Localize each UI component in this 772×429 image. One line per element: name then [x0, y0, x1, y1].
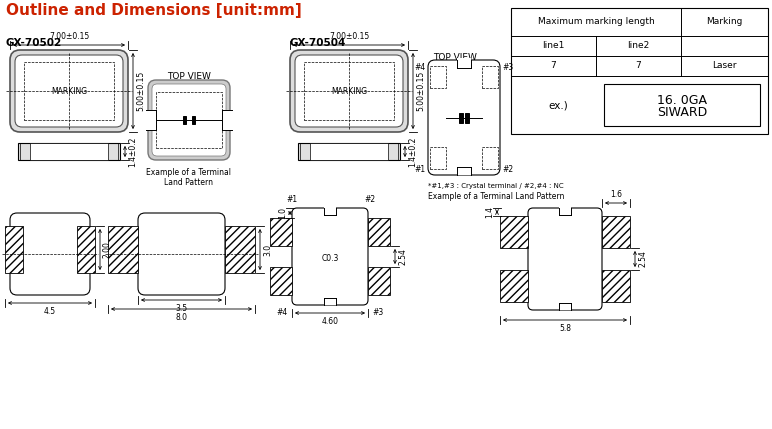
Bar: [222, 110, 232, 130]
FancyBboxPatch shape: [152, 84, 226, 156]
Text: GX-70504: GX-70504: [290, 38, 347, 48]
Text: 7.00±0.15: 7.00±0.15: [329, 32, 369, 41]
Text: Example of a Terminal
Land Pattern: Example of a Terminal Land Pattern: [147, 168, 232, 187]
Text: Maximum marking length: Maximum marking length: [537, 18, 655, 27]
Bar: [482, 66, 498, 88]
FancyBboxPatch shape: [428, 60, 500, 175]
Text: TOP VIEW: TOP VIEW: [167, 72, 211, 81]
Text: 4.5: 4.5: [44, 307, 56, 316]
FancyBboxPatch shape: [290, 50, 408, 132]
Bar: [459, 112, 463, 123]
Text: #3: #3: [372, 308, 384, 317]
Text: GX-70502: GX-70502: [6, 38, 63, 48]
Bar: [298, 143, 400, 160]
Bar: [183, 116, 186, 124]
Text: MARKING: MARKING: [51, 87, 87, 96]
Text: 2.54: 2.54: [638, 251, 647, 267]
Bar: [30, 143, 108, 160]
FancyBboxPatch shape: [10, 50, 128, 132]
Bar: [18, 143, 120, 160]
Text: 5.00±0.15: 5.00±0.15: [136, 71, 145, 111]
Text: Outline and Dimensions [unit:mm]: Outline and Dimensions [unit:mm]: [6, 3, 302, 18]
Text: Marking: Marking: [706, 18, 743, 27]
Text: 5.8: 5.8: [559, 324, 571, 333]
Text: TOP VIEW: TOP VIEW: [433, 53, 477, 62]
Text: #2: #2: [502, 166, 513, 175]
FancyBboxPatch shape: [148, 80, 230, 160]
Bar: [24, 62, 114, 120]
Bar: [500, 270, 528, 302]
Text: 3.0: 3.0: [263, 243, 272, 256]
Text: #1: #1: [415, 166, 426, 175]
Bar: [500, 216, 528, 248]
Bar: [602, 216, 630, 248]
Bar: [559, 207, 571, 215]
Text: 1.4±0.2: 1.4±0.2: [128, 136, 137, 167]
Text: SIWARD: SIWARD: [657, 106, 707, 120]
Text: #1: #1: [286, 195, 297, 204]
Bar: [5, 226, 23, 273]
Bar: [482, 147, 498, 169]
Text: MARKING: MARKING: [331, 87, 367, 96]
Text: C0.3: C0.3: [321, 254, 339, 263]
FancyBboxPatch shape: [292, 208, 368, 305]
Text: 1.0: 1.0: [278, 207, 287, 219]
Text: 2.00: 2.00: [103, 241, 112, 258]
Text: 1.4±0.2: 1.4±0.2: [408, 136, 417, 167]
FancyBboxPatch shape: [138, 213, 225, 295]
Bar: [146, 110, 156, 130]
Text: #4: #4: [276, 308, 288, 317]
Bar: [430, 66, 446, 88]
Text: ex.): ex.): [549, 100, 568, 110]
Text: 7.00±0.15: 7.00±0.15: [49, 32, 89, 41]
FancyBboxPatch shape: [15, 55, 123, 127]
Bar: [368, 218, 390, 246]
Bar: [270, 267, 292, 295]
Bar: [192, 116, 195, 124]
Bar: [324, 207, 336, 215]
Text: line2: line2: [628, 42, 649, 51]
Text: #2: #2: [364, 195, 375, 204]
Bar: [156, 92, 222, 148]
Text: 7: 7: [635, 61, 642, 70]
Bar: [457, 58, 471, 68]
Bar: [604, 84, 760, 126]
Bar: [77, 226, 95, 273]
Text: 5.00±0.15: 5.00±0.15: [416, 71, 425, 111]
Text: 2.54: 2.54: [398, 248, 407, 265]
FancyBboxPatch shape: [10, 213, 90, 295]
Bar: [225, 226, 255, 273]
Text: #4: #4: [415, 63, 426, 73]
Bar: [457, 165, 471, 175]
FancyBboxPatch shape: [528, 208, 602, 310]
Text: 4.60: 4.60: [321, 317, 338, 326]
Bar: [368, 267, 390, 295]
Bar: [270, 218, 292, 246]
Bar: [310, 143, 388, 160]
Text: *#1,#3 : Crystal terminal / #2,#4 : NC: *#1,#3 : Crystal terminal / #2,#4 : NC: [428, 183, 564, 189]
Text: 16. 0GA: 16. 0GA: [657, 94, 707, 106]
Text: Laser: Laser: [713, 61, 736, 70]
Text: Example of a Terminal Land Pattern: Example of a Terminal Land Pattern: [428, 192, 564, 201]
Text: #3: #3: [502, 63, 513, 73]
Text: line1: line1: [542, 42, 564, 51]
Text: 8.0: 8.0: [175, 313, 188, 322]
Bar: [304, 62, 394, 120]
Text: 7: 7: [550, 61, 557, 70]
Text: 1.6: 1.6: [610, 190, 622, 199]
Bar: [559, 302, 571, 310]
Bar: [324, 297, 336, 305]
Bar: [511, 8, 768, 134]
Text: 3.5: 3.5: [175, 304, 188, 313]
Bar: [430, 147, 446, 169]
Text: 1.4: 1.4: [485, 206, 494, 218]
Bar: [465, 112, 469, 123]
Bar: [108, 226, 138, 273]
FancyBboxPatch shape: [295, 55, 403, 127]
Bar: [602, 270, 630, 302]
